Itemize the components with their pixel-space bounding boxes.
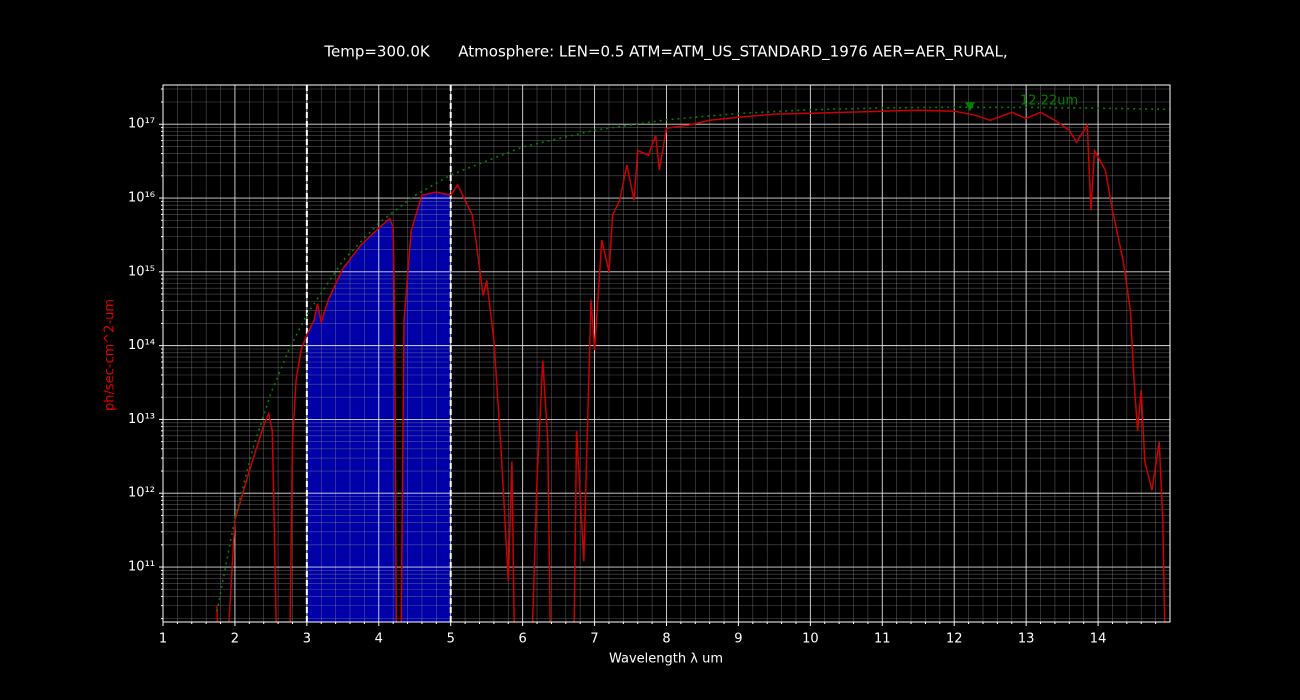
data-line (216, 109, 1166, 622)
x-tick-label: 9 (734, 632, 742, 647)
annotation-text: 12.22um (1020, 94, 1078, 109)
x-tick-label: 5 (447, 632, 455, 647)
annotation-marker (965, 102, 976, 112)
x-tick-label: 3 (303, 632, 311, 647)
plot-frame (162, 84, 1171, 623)
y-tick-label: 10¹³ (128, 412, 155, 427)
y-tick-label: 10¹¹ (128, 560, 155, 575)
plot-area (163, 85, 1170, 622)
x-tick-label: 13 (1018, 632, 1035, 647)
y-tick-label: 10¹⁵ (128, 264, 155, 279)
x-tick-label: 12 (946, 632, 963, 647)
x-tick-label: 7 (590, 632, 598, 647)
y-tick-label: 10¹⁴ (128, 338, 155, 353)
x-tick-label: 8 (662, 632, 670, 647)
y-tick-label: 10¹⁶ (128, 191, 155, 206)
chart-title: Temp=300.0K Atmosphere: LEN=0.5 ATM=ATM_… (323, 43, 1007, 62)
data-line (216, 106, 1170, 612)
y-axis-label: ph/sec-cm^2-um (103, 299, 118, 411)
x-tick-label: 10 (802, 632, 819, 647)
y-tick-label: 10¹² (128, 486, 155, 501)
x-tick-label: 6 (519, 632, 527, 647)
x-tick-label: 11 (874, 632, 891, 647)
x-tick-label: 1 (159, 632, 167, 647)
x-tick-label: 2 (231, 632, 239, 647)
y-tick-label: 10¹⁷ (128, 117, 155, 132)
x-axis-label: Wavelength λ um (609, 652, 723, 667)
x-tick-label: 4 (375, 632, 383, 647)
x-tick-label: 14 (1090, 632, 1107, 647)
